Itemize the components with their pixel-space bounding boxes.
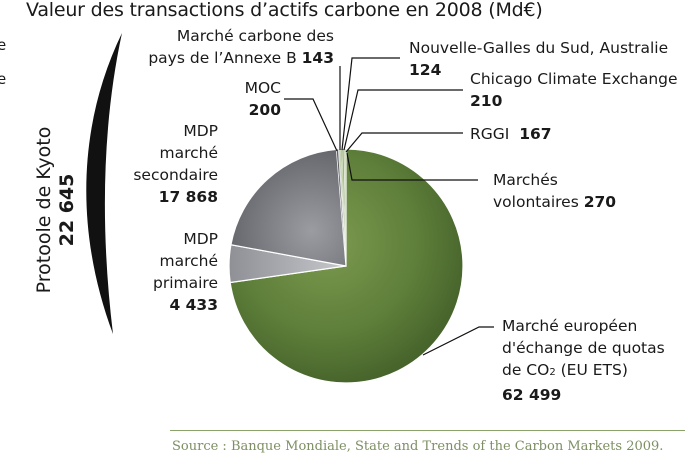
- label-text: pays de l’Annexe B: [148, 49, 297, 67]
- value-label: 62 499: [502, 386, 562, 404]
- label-text: de CO: [502, 361, 550, 379]
- leader-line-rggi: [345, 132, 463, 153]
- cropped-edge-text: e: [0, 36, 7, 54]
- value-label: 210: [470, 92, 503, 110]
- label-moc: MOC 200: [245, 77, 281, 121]
- source-note: Source : Banque Mondiale, State and Tren…: [172, 439, 664, 454]
- label-eu-ets: Marché européen d'échange de quotas de C…: [502, 315, 665, 406]
- value-label: 167: [519, 125, 552, 143]
- leader-line-ccx: [343, 89, 463, 151]
- label-text: Marchés: [493, 171, 558, 189]
- label-volontaires: Marchés volontaires 270: [493, 169, 616, 213]
- value-label: 17 868: [158, 188, 218, 206]
- chart-title: Valeur des transactions d’actifs carbone…: [26, 0, 543, 21]
- label-text: marché: [159, 144, 218, 162]
- label-text: Marché européen: [502, 317, 638, 335]
- label-mdp-primaire: MDP marché primaire 4 433: [153, 228, 218, 316]
- leader-line-moc: [284, 98, 338, 152]
- label-rggi: RGGI 167: [470, 123, 552, 145]
- label-text: Nouvelle-Galles du Sud, Australie: [409, 39, 669, 57]
- value-label: 270: [583, 193, 617, 211]
- label-text: (EU ETS): [555, 361, 628, 379]
- label-text: d'échange de quotas: [502, 339, 665, 357]
- value-label: 124: [409, 61, 442, 79]
- cropped-edge-text: e: [0, 70, 7, 88]
- label-text: Chicago Climate Exchange: [470, 70, 678, 88]
- label-text: MDP: [183, 230, 218, 248]
- label-ccx: Chicago Climate Exchange 210: [470, 68, 678, 112]
- label-text: primaire: [153, 274, 218, 292]
- label-text: marché: [159, 252, 218, 270]
- label-text: secondaire: [133, 166, 218, 184]
- kyoto-total: 22 645: [56, 173, 78, 247]
- label-text: Marché carbone des: [176, 27, 334, 45]
- value-label: 200: [248, 101, 281, 119]
- leader-line-volontaires: [346, 152, 478, 181]
- value-label: 143: [301, 49, 334, 67]
- label-nsw: Nouvelle-Galles du Sud, Australie 124: [409, 37, 668, 81]
- value-label: 4 433: [169, 296, 218, 314]
- label-text: MDP: [183, 122, 218, 140]
- label-annexe-b: Marché carbone des pays de l’Annexe B 14…: [148, 25, 334, 69]
- leader-line-ets: [422, 326, 494, 356]
- subscript: 2: [549, 367, 556, 378]
- label-text: MOC: [244, 79, 281, 97]
- kyoto-label: Protoole de Kyoto: [33, 126, 55, 294]
- source-divider: [170, 430, 685, 431]
- label-text: RGGI: [470, 125, 510, 143]
- label-text: volontaires: [493, 193, 579, 211]
- label-mdp-secondaire: MDP marché secondaire 17 868: [133, 120, 218, 208]
- pie-slice: [230, 148, 347, 267]
- kyoto-group-label: Protoole de Kyoto 22 645: [26, 120, 86, 300]
- leader-line-nsw: [341, 57, 400, 151]
- kyoto-brace: [86, 33, 122, 334]
